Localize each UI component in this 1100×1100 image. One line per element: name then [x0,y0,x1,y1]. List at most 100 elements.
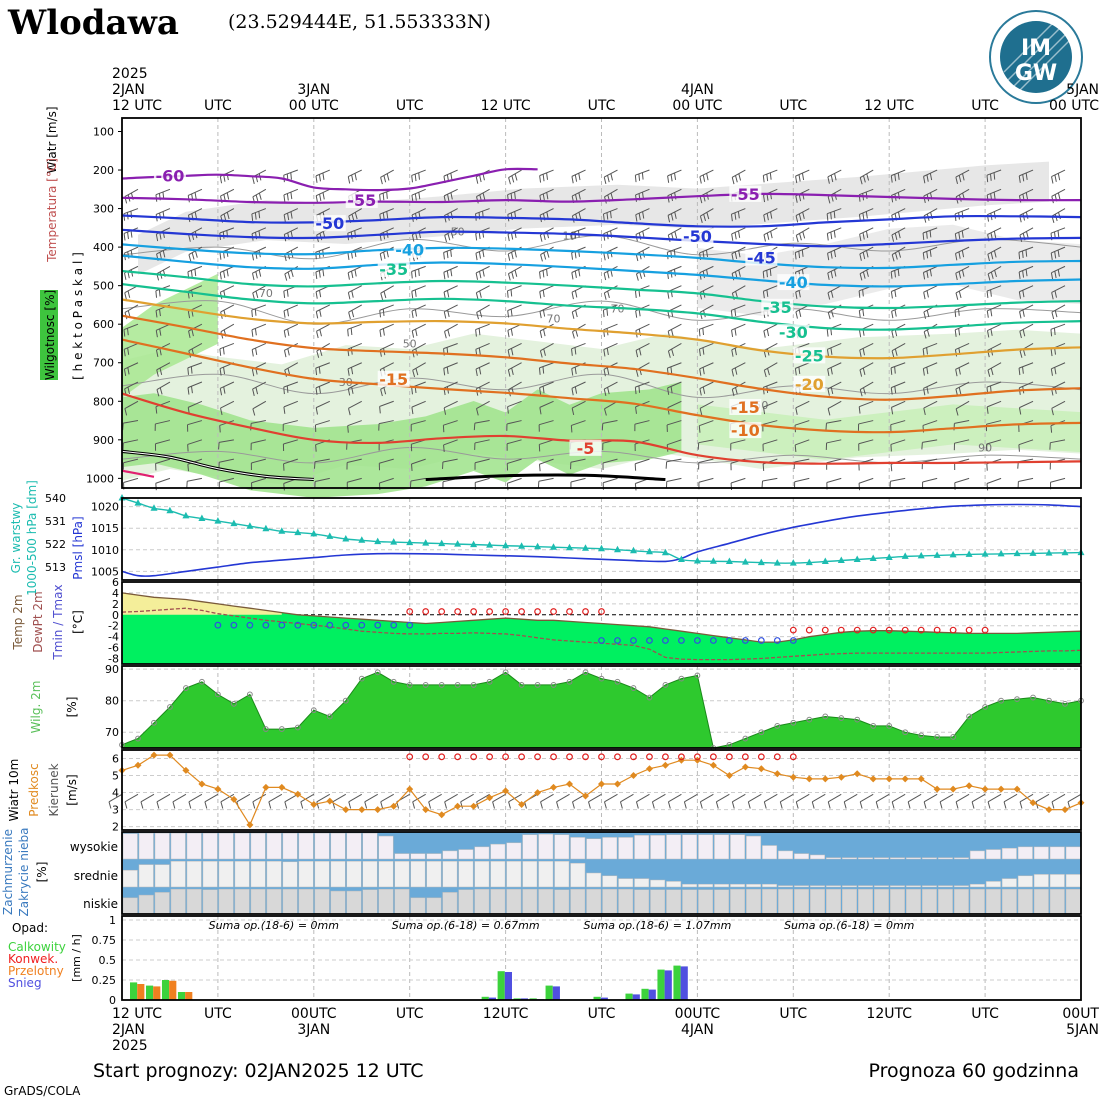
cloud-bar-niskie [378,888,394,915]
thickness-tick-label: 531 [45,515,66,528]
wind-barb [890,271,893,279]
wind-barb [987,254,990,262]
wind-barb [571,343,586,350]
wind-barb [188,323,203,332]
thickness-marker [134,499,142,506]
wind-barb [990,173,992,181]
surface-wind-barb [1003,793,1018,803]
surface-wind-barb [108,793,123,803]
wind-barb [543,348,546,356]
wind-barb [603,253,606,261]
precip-unit-label: [mm / h] [70,934,83,982]
logo-text-bottom: GW [1015,61,1057,86]
surface-wind-barb [811,801,815,809]
pressure-tick-label: 100 [93,125,114,138]
wind-barb [1054,271,1057,279]
wind-barb [415,368,419,376]
wind-barb [955,408,959,416]
wind-barb [923,400,938,409]
thickness-marker [566,543,573,551]
wind-speed-marker [837,773,845,781]
wind-barb [606,367,610,375]
wind-barb [826,477,842,483]
tmax-marker [470,608,478,615]
thickness-marker [789,559,797,566]
gust-marker [582,753,589,761]
wind-barb [642,211,645,219]
precip-snow-bar [504,972,512,1000]
wind-barb [635,310,638,318]
wind-barb [347,272,350,280]
wind-barb [511,252,514,260]
thickness-tick-label: 540 [45,492,66,505]
wind-barb [891,381,906,389]
cloud-bar-srednie [842,885,857,888]
wind-barb [251,439,266,444]
tmax-marker [406,608,414,615]
thickness-marker [965,550,973,557]
wind-barb [379,304,394,311]
cloud-bar-srednie [650,879,666,888]
wind-barb [734,367,738,375]
temp-unit-label: [°C] [71,610,85,634]
wind-barb [1051,381,1066,390]
wind-barb [162,250,166,258]
gust-marker [406,753,414,761]
surface-wind-barb [220,801,224,809]
wind-barb [124,408,128,416]
wind-speed-marker [518,801,526,808]
wind-barb [897,269,900,277]
cloud-bar-niskie [570,888,586,915]
upper-frame [121,117,1082,489]
wind-barb [219,252,222,260]
surface-wind-barb [1003,801,1007,809]
cloud-bar-srednie [953,885,969,888]
thickness-marker [598,544,605,552]
humidity-marker [326,713,333,720]
wind-barb [606,271,610,279]
wind-unit-label: [m/s] [65,774,79,805]
wind-barb [827,381,842,390]
wind-barb [539,330,543,338]
wind-barb [1051,285,1066,293]
cloud-bar-wysokie [378,835,394,860]
cloud-bar-niskie [458,889,474,915]
wind-barb [473,423,476,431]
wind-barb [702,347,705,355]
wind-barb [1051,292,1054,300]
wind-barb [570,477,586,483]
wind-barb [380,362,394,370]
wind-speed-marker [1029,799,1037,807]
wind-barb [446,290,450,298]
wind-barb [123,477,139,483]
wind-barb [194,211,198,219]
wind-barb [891,330,894,338]
cloud-bar-niskie [602,888,618,915]
wind-barb [379,310,382,318]
wind-barb [826,458,842,464]
wind-barb [380,285,394,294]
cloud-bar-srednie [298,860,314,888]
wind-barb [283,310,286,318]
wind-barb [539,304,554,312]
top-time-label: 00 UTC [1049,98,1099,114]
pressure-tick-label: 900 [93,434,114,447]
wind-barb [702,251,705,259]
thickness-marker [773,559,781,566]
precip-legend-item: Snieg [8,976,42,990]
wind-barb [922,232,925,240]
cloud-bar-wysokie [362,832,378,860]
bottom-date-label: 2JAN [112,1022,145,1038]
precip-tick-label: 0.5 [99,954,117,967]
wind-barb [767,368,770,376]
surface-wind-barb [556,793,570,803]
wind-barb [1051,408,1054,416]
wind-barb [607,290,610,299]
wind-barb [986,406,989,414]
wind-barb [668,343,682,352]
surface-wind-barb [683,801,687,809]
cloud-bar-srednie [586,872,602,888]
cloud-bar-srednie [554,860,570,888]
top-date-label: 2JAN [112,82,145,98]
wind-barb [347,458,362,463]
